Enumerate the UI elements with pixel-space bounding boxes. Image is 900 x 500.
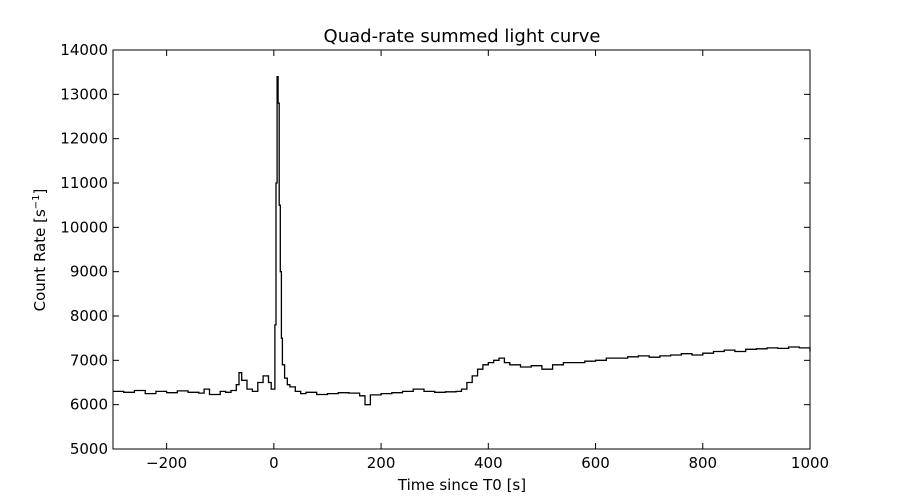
y-axis-label: Count Rate [s−1] — [31, 189, 49, 312]
y-tick-label: 13000 — [60, 85, 108, 103]
chart-title: Quad-rate summed light curve — [324, 26, 601, 47]
y-axis-label-main: Count Rate [s — [31, 209, 49, 311]
y-tick-label: 6000 — [70, 396, 108, 414]
y-axis-label-end: ] — [31, 189, 49, 195]
x-tick-label: 600 — [581, 454, 610, 472]
x-axis-label: Time since T0 [s] — [397, 476, 526, 494]
x-tick-label: 1000 — [791, 454, 829, 472]
y-tick-labels: 5000 6000 7000 8000 9000 10000 11000 12000 13000… — [60, 41, 108, 458]
tick-marks — [113, 49, 811, 450]
series-line-0 — [113, 75, 811, 406]
plot-area — [112, 49, 811, 450]
y-tick-label: 11000 — [60, 174, 108, 192]
x-tick-label: 400 — [474, 454, 503, 472]
x-tick-labels: −200 0 200 400 600 800 1000 — [146, 454, 829, 472]
x-tick-label: 800 — [688, 454, 717, 472]
y-tick-label: 10000 — [60, 218, 108, 236]
x-tick-label: −200 — [146, 454, 187, 472]
y-tick-label: 7000 — [70, 351, 108, 369]
x-tick-label: 200 — [367, 454, 396, 472]
y-tick-label: 9000 — [70, 263, 108, 281]
x-tick-label: 0 — [269, 454, 279, 472]
plot-frame — [112, 49, 811, 450]
y-tick-label: 14000 — [60, 41, 108, 59]
y-tick-label: 5000 — [70, 440, 108, 458]
y-axis-label-superscript: −1 — [31, 194, 42, 209]
y-tick-label: 8000 — [70, 307, 108, 325]
y-tick-label: 12000 — [60, 130, 108, 148]
